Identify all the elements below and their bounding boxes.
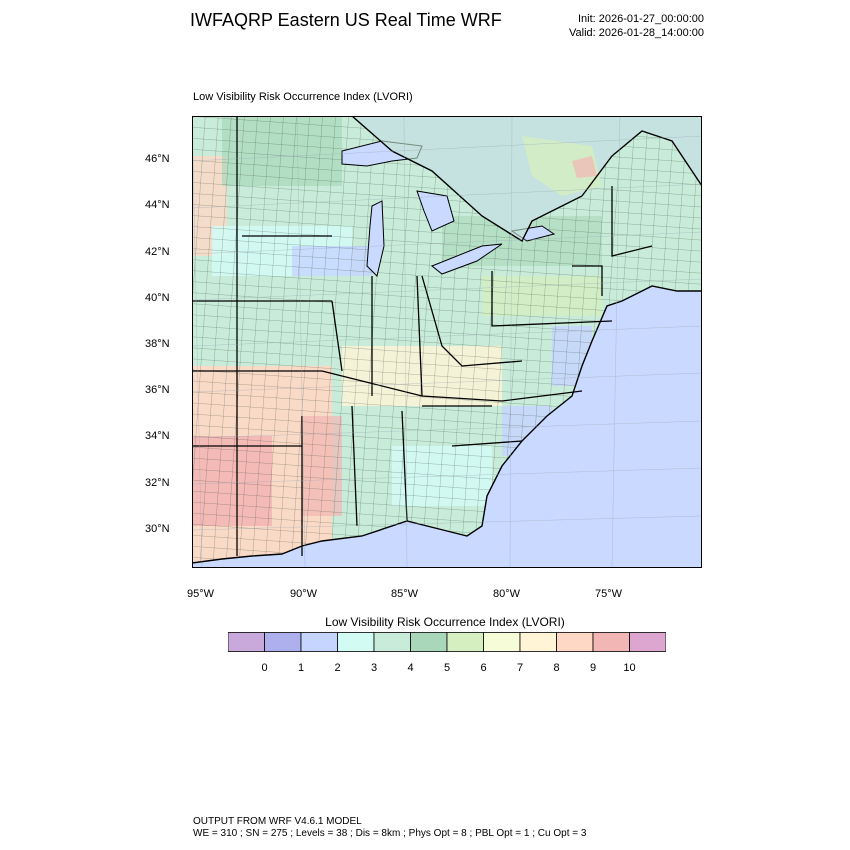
lake-michigan xyxy=(366,200,385,277)
map-graphic xyxy=(191,115,703,569)
lon-label: 80°W xyxy=(493,588,521,600)
colorbar-label: 0 xyxy=(261,662,268,674)
colorbar-label: 8 xyxy=(553,662,560,674)
lon-label: 90°W xyxy=(290,588,318,600)
lat-label: 42°N xyxy=(145,246,170,258)
footer-model-line: OUTPUT FROM WRF V4.6.1 MODEL xyxy=(193,816,362,827)
lat-label: 38°N xyxy=(145,338,170,350)
colorbar-swatch xyxy=(483,632,521,652)
map-panel xyxy=(191,115,703,569)
colorbar-label: 4 xyxy=(407,662,414,674)
colorbar-label: 7 xyxy=(516,662,524,674)
lat-label: 36°N xyxy=(145,384,170,396)
colorbar-label: 5 xyxy=(443,662,451,674)
colorbar-label: 3 xyxy=(370,662,378,674)
colorbar-label: 6 xyxy=(480,662,487,674)
lake-huron xyxy=(416,190,455,232)
colorbar-label: 2 xyxy=(334,662,341,674)
valid-time: Valid: 2026-01-28_14:00:00 xyxy=(569,27,704,39)
latlon-grid xyxy=(191,115,703,569)
lat-label: 46°N xyxy=(145,153,170,165)
colorbar-label: 1 xyxy=(297,662,305,674)
lon-label: 85°W xyxy=(391,588,419,600)
colorbar-swatch xyxy=(264,632,302,652)
colorbar-swatch xyxy=(446,632,484,652)
colorbar-swatch xyxy=(300,632,338,652)
lake-erie xyxy=(431,243,503,275)
page-title: IWFAQRP Eastern US Real Time WRF xyxy=(190,10,502,30)
colorbar-swatch xyxy=(592,632,630,652)
state-borders xyxy=(192,116,653,556)
lat-label: 40°N xyxy=(145,292,170,304)
lon-label: 95°W xyxy=(187,588,215,600)
colorbar-swatch xyxy=(519,632,557,652)
lon-label: 75°W xyxy=(595,588,623,600)
lat-label: 44°N xyxy=(145,199,170,211)
colorbar-swatch xyxy=(228,632,265,652)
colorbar-label: 10 xyxy=(623,662,636,674)
lat-label: 30°N xyxy=(145,523,170,535)
colorbar xyxy=(228,632,666,652)
canada-area xyxy=(352,116,702,241)
colorbar-swatch xyxy=(629,632,666,652)
footer-config-line: WE = 310 ; SN = 275 ; Levels = 38 ; Dis … xyxy=(193,828,587,839)
colorbar-swatch xyxy=(410,632,448,652)
colorbar-swatch xyxy=(337,632,375,652)
colorbar-label: 9 xyxy=(589,662,597,674)
init-time: Init: 2026-01-27_00:00:00 xyxy=(578,13,704,25)
lat-label: 32°N xyxy=(145,477,170,489)
colorbar-title: Low Visibility Risk Occurrence Index (LV… xyxy=(325,615,565,629)
map-field-title: Low Visibility Risk Occurrence Index (LV… xyxy=(193,91,413,103)
lat-label: 34°N xyxy=(145,430,170,442)
colorbar-swatch xyxy=(373,632,411,652)
colorbar-swatch xyxy=(556,632,594,652)
